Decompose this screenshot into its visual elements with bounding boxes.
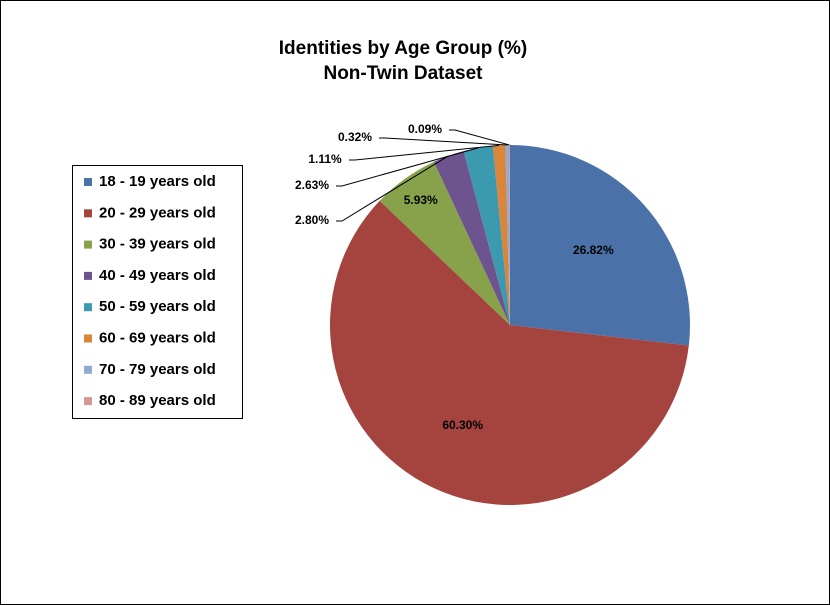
legend-label: 18 - 19 years old (99, 173, 216, 190)
data-label: 0.32% (338, 130, 372, 144)
legend-label: 50 - 59 years old (99, 298, 216, 315)
leader-line (449, 129, 510, 146)
legend-label: 60 - 69 years old (99, 329, 216, 346)
legend-label: 40 - 49 years old (99, 267, 216, 284)
leader-line (336, 155, 449, 222)
data-label: 1.11% (308, 152, 342, 166)
leader-line (336, 147, 479, 187)
legend-label: 30 - 39 years old (99, 236, 216, 253)
legend-swatch (84, 365, 92, 374)
pie-slice (492, 145, 510, 325)
legend-swatch (84, 303, 92, 312)
pie-slice (329, 200, 689, 505)
leader-line (349, 144, 500, 161)
pie-slice (433, 151, 510, 325)
data-label: 5.93% (404, 193, 438, 207)
pie-slice (463, 145, 510, 325)
data-label: 26.82% (573, 243, 614, 257)
legend-label: 70 - 79 years old (99, 361, 216, 378)
chart-title: Identities by Age Group (%) (279, 38, 527, 59)
pie-slice (510, 145, 690, 346)
legend-label: 80 - 89 years old (99, 392, 216, 409)
legend (72, 165, 243, 419)
leader-line (379, 137, 508, 146)
pie-slice (379, 161, 510, 325)
legend-swatch (84, 271, 92, 280)
legend-swatch (84, 240, 92, 249)
legend-swatch (84, 397, 92, 406)
data-label: 2.63% (295, 178, 329, 192)
legend-label: 20 - 29 years old (99, 204, 216, 221)
chart-subtitle: Non-Twin Dataset (323, 63, 483, 84)
pie-slice (505, 145, 510, 325)
legend-swatch (84, 209, 92, 218)
pie-slice (508, 145, 510, 325)
data-label: 60.30% (442, 418, 483, 432)
data-label: 2.80% (295, 213, 329, 227)
legend-swatch (84, 178, 92, 186)
data-label: 0.09% (408, 122, 442, 136)
legend-swatch (84, 334, 92, 343)
